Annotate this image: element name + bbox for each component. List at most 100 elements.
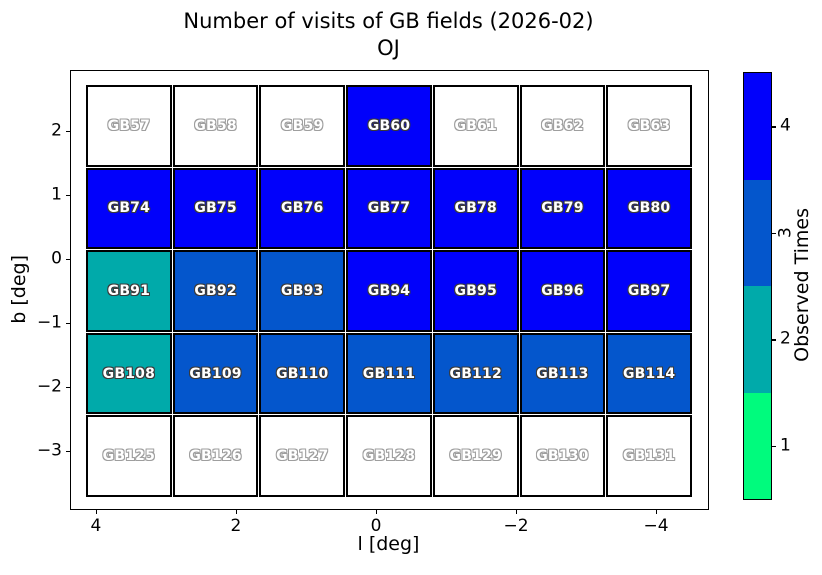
field-cell-GB76: GB76: [259, 167, 346, 250]
field-cell-GB114: GB114: [606, 332, 692, 415]
field-cell-label: GB63: [627, 117, 671, 134]
colorbar-segment: [744, 392, 771, 499]
x-tick-mark: [375, 509, 378, 514]
field-cell-label: GB59: [281, 117, 324, 134]
y-tick-mark: [66, 131, 71, 133]
field-cell-label: GB109: [189, 365, 242, 382]
field-cell-GB91: GB91: [86, 250, 172, 332]
y-axis-label: b [deg]: [8, 254, 30, 324]
colorbar-segment: [744, 286, 771, 393]
field-cell-GB127: GB127: [259, 415, 346, 497]
field-cell-label: GB93: [281, 282, 324, 299]
field-cell-label: GB75: [194, 200, 237, 217]
field-cell-label: GB110: [276, 365, 329, 382]
y-tick-mark: [66, 386, 71, 389]
field-cell-GB96: GB96: [519, 250, 606, 332]
field-cell-label: GB128: [362, 448, 416, 465]
field-cell-label: GB57: [107, 117, 151, 134]
field-cell-GB58: GB58: [172, 85, 259, 167]
field-cell-label: GB76: [281, 200, 324, 217]
colorbar-segment: [744, 179, 771, 286]
field-cell-GB112: GB112: [432, 332, 519, 415]
field-cell-GB109: GB109: [172, 332, 259, 415]
field-cell-label: GB108: [102, 365, 156, 382]
y-tick-label: 1: [51, 184, 62, 205]
field-cell-GB79: GB79: [519, 167, 606, 250]
x-axis-label: l [deg]: [357, 533, 420, 555]
y-tick-label: −3: [36, 440, 62, 461]
y-tick-mark: [66, 194, 71, 197]
field-cell-GB63: GB63: [606, 85, 692, 167]
x-tick-label: 4: [90, 516, 102, 536]
field-cell-GB93: GB93: [259, 250, 346, 332]
colorbar-tick-label: 4: [780, 115, 791, 136]
x-tick-label: −4: [643, 516, 669, 536]
field-cell-label: GB127: [276, 448, 329, 465]
field-cell-GB95: GB95: [432, 250, 519, 332]
field-cell-GB74: GB74: [86, 167, 172, 250]
y-tick-label: 2: [51, 120, 62, 141]
field-cell-label: GB97: [627, 282, 671, 299]
field-cell-GB62: GB62: [519, 85, 606, 167]
colorbar-label: Observed Times: [791, 208, 813, 362]
field-cell-GB60: GB60: [346, 85, 432, 167]
field-cell-GB59: GB59: [259, 85, 346, 167]
field-cell-label: GB79: [541, 200, 584, 217]
field-cell-label: GB60: [367, 117, 411, 134]
field-cell-label: GB61: [454, 117, 497, 134]
field-cell-GB80: GB80: [606, 167, 692, 250]
y-tick-label: −2: [36, 376, 62, 397]
colorbar-tick-mark: [771, 232, 776, 235]
y-tick-label: 0: [51, 248, 62, 269]
field-cell-label: GB74: [107, 200, 151, 217]
x-tick-label: −2: [503, 516, 529, 536]
field-cell-GB57: GB57: [86, 85, 172, 167]
field-cell-GB111: GB111: [346, 332, 432, 415]
plot-subtitle: OJ: [377, 36, 400, 60]
field-cell-label: GB94: [367, 282, 411, 299]
field-cell-label: GB92: [194, 282, 237, 299]
field-cell-label: GB96: [541, 282, 584, 299]
field-cell-label: GB125: [102, 448, 156, 465]
field-cell-GB110: GB110: [259, 332, 346, 415]
field-cell-GB113: GB113: [519, 332, 606, 415]
field-cell-GB129: GB129: [432, 415, 519, 497]
x-tick-mark: [95, 509, 98, 514]
field-cell-GB131: GB131: [606, 415, 692, 497]
plot-area: GB57 GB58 GB59 GB60 GB61 GB62 GB63 GB74 GB75 GB76…: [37, 70, 709, 536]
x-tick-label: 0: [370, 516, 382, 536]
field-cell-GB108: GB108: [86, 332, 172, 415]
colorbar-segment: [744, 73, 771, 180]
field-cell-GB126: GB126: [172, 415, 259, 497]
field-cell-GB78: GB78: [432, 167, 519, 250]
field-cell-label: GB95: [454, 282, 497, 299]
field-cell-label: GB77: [367, 200, 411, 217]
x-tick-label: 2: [230, 516, 242, 536]
field-cell-GB125: GB125: [86, 415, 172, 497]
y-tick-label: −1: [36, 312, 62, 333]
field-cell-label: GB112: [449, 365, 502, 382]
colorbar-tick-mark: [771, 445, 776, 448]
x-tick-mark: [656, 509, 658, 514]
colorbar-tick-mark: [771, 339, 776, 341]
field-cell-GB77: GB77: [346, 167, 432, 250]
field-cell-label: GB126: [189, 448, 242, 465]
field-cell-label: GB80: [627, 200, 671, 217]
field-cell-label: GB129: [449, 448, 502, 465]
field-cell-label: GB111: [362, 365, 416, 382]
colorbar-tick-label: 1: [780, 435, 791, 456]
x-tick-mark: [516, 509, 518, 514]
field-cell-GB128: GB128: [346, 415, 432, 497]
field-cell-label: GB113: [536, 365, 589, 382]
field-cell-GB75: GB75: [172, 167, 259, 250]
field-cell-label: GB114: [622, 365, 676, 382]
field-cell-label: GB91: [107, 282, 151, 299]
y-tick-mark: [66, 450, 71, 453]
field-cell-label: GB130: [536, 448, 589, 465]
field-cell-GB94: GB94: [346, 250, 432, 332]
field-cell-label: GB58: [194, 117, 237, 134]
field-grid: GB57 GB58 GB59 GB60 GB61 GB62 GB63 GB74 GB75 GB76…: [86, 85, 692, 497]
field-cell-label: GB131: [622, 448, 676, 465]
